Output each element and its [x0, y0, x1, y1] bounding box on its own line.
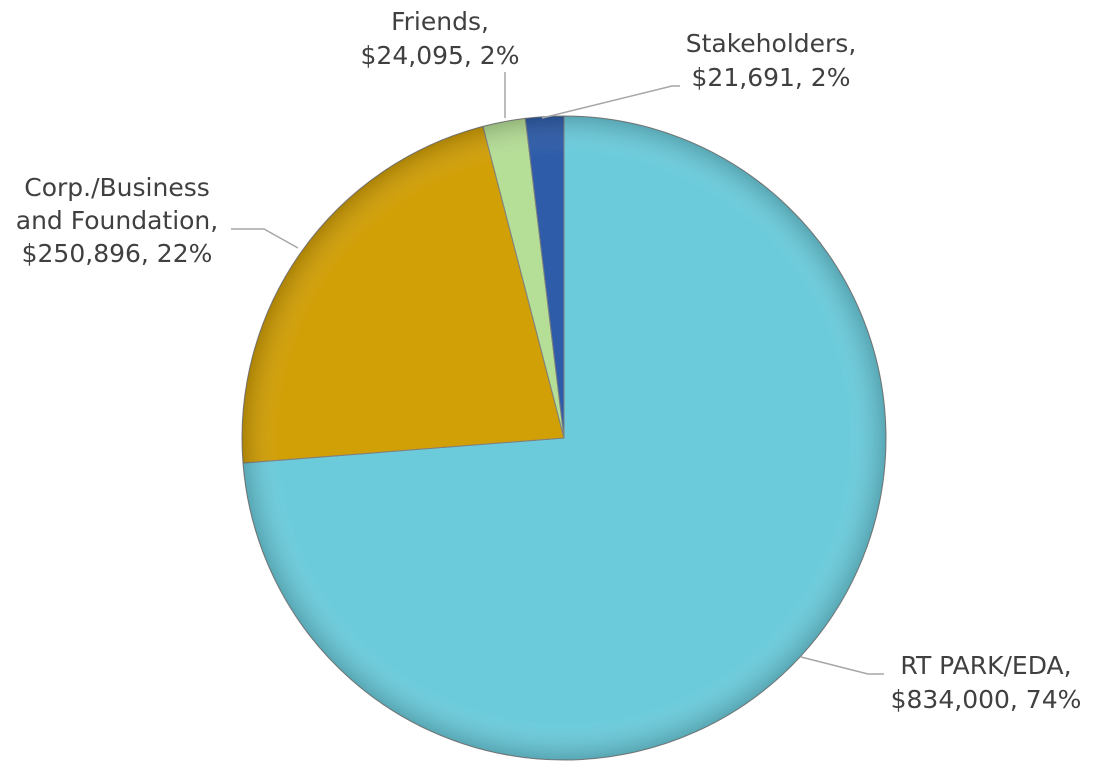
- data-label-stakeholders-line1: Stakeholders,: [686, 29, 857, 58]
- data-label-corp-line1: Corp./Business: [24, 173, 210, 202]
- data-label-corp-line3: $250,896, 22%: [22, 239, 213, 268]
- data-label-rt-park-line2: $834,000, 74%: [891, 685, 1082, 714]
- data-label-rt-park-line1: RT PARK/EDA,: [900, 651, 1071, 680]
- data-label-friends-line2: $24,095, 2%: [361, 41, 520, 70]
- leader-line-corp: [231, 228, 299, 249]
- leader-line-stakeholders: [541, 85, 680, 119]
- data-label-stakeholders: Stakeholders, $21,691, 2%: [686, 29, 857, 92]
- data-label-corp-line2: and Foundation,: [16, 206, 218, 235]
- data-label-stakeholders-line2: $21,691, 2%: [692, 63, 851, 92]
- data-label-corp: Corp./Business and Foundation, $250,896,…: [16, 173, 218, 268]
- data-label-friends-line1: Friends,: [391, 7, 489, 36]
- data-label-friends: Friends, $24,095, 2%: [361, 7, 520, 70]
- pie-slices: [241, 115, 887, 761]
- leader-lines: [231, 72, 884, 675]
- data-label-rt-park: RT PARK/EDA, $834,000, 74%: [891, 651, 1082, 714]
- leader-line-rt-park: [800, 656, 884, 675]
